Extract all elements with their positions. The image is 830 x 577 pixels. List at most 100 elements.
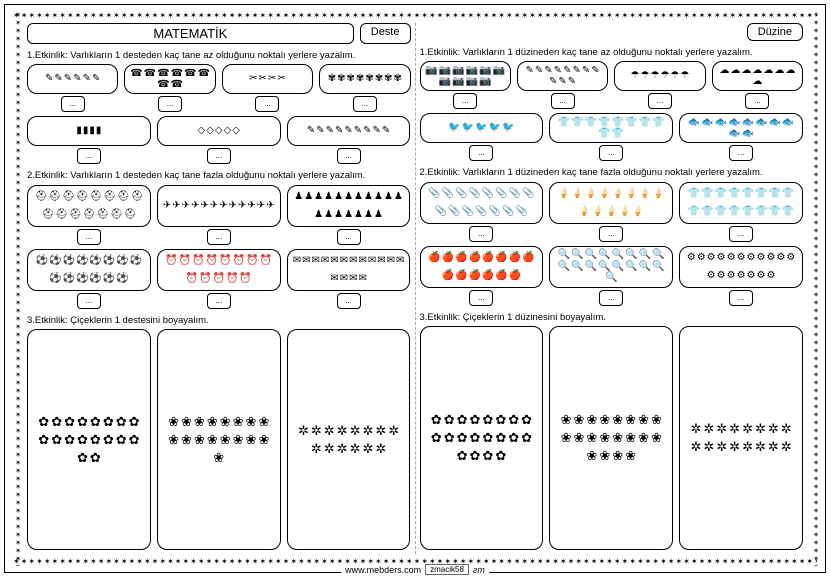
object-box: ☁☁☁☁☁☁☁☁ [712, 61, 803, 91]
answer-box[interactable]: ... [77, 293, 101, 309]
object-icon: 📷 [479, 66, 491, 76]
item-group: ☂☂☂☂☂☂... [614, 61, 705, 109]
answer-box[interactable]: ... [207, 293, 231, 309]
answer-box[interactable]: ... [207, 229, 231, 245]
flower-icon: ❀ [258, 432, 269, 448]
star-border-right: ✶✶✶✶✶✶✶✶✶✶✶✶✶✶✶✶✶✶✶✶✶✶✶✶✶✶✶✶✶✶✶✶✶✶✶✶✶✶✶✶… [809, 11, 819, 566]
answer-box[interactable]: ... [729, 226, 753, 242]
object-box: 👕👕👕👕👕👕👕👕👕👕 [549, 113, 673, 143]
answer-box[interactable]: ... [61, 96, 85, 112]
answer-box[interactable]: ... [599, 145, 623, 161]
object-icon: ♟ [364, 210, 373, 220]
object-icon: 🔍 [571, 250, 583, 260]
object-icon: 📷 [452, 66, 464, 76]
answer-box[interactable]: ... [337, 293, 361, 309]
object-icon: ♟ [354, 192, 363, 202]
object-icon: ✈ [229, 201, 237, 211]
answer-box[interactable]: ... [337, 229, 361, 245]
object-icon: ♟ [324, 210, 333, 220]
object-icon: ⚙ [687, 253, 696, 263]
item-group: 🔍🔍🔍🔍🔍🔍🔍🔍🔍🔍🔍🔍🔍🔍🔍🔍🔍... [549, 246, 673, 306]
act3-row: ✿✿✿✿✿✿✿✿✿✿✿✿✿✿✿✿✿✿❀❀❀❀❀❀❀❀❀❀❀❀❀❀❀❀❀✲✲✲✲✲… [27, 329, 411, 550]
flower-box[interactable]: ✿✿✿✿✿✿✿✿✿✿✿✿✿✿✿✿✿✿✿✿ [420, 326, 544, 550]
answer-box[interactable]: ... [337, 148, 361, 164]
flower-box[interactable]: ✿✿✿✿✿✿✿✿✿✿✿✿✿✿✿✿✿✿ [27, 329, 151, 550]
object-icon: 🐟 [728, 129, 740, 139]
footer-url: www.mebders.com [345, 565, 421, 575]
footer: www.mebders.com zmacik58 ƨm [341, 564, 489, 575]
flower-icon: ✿ [470, 412, 481, 428]
item-group: ♟♟♟♟♟♟♟♟♟♟♟♟♟♟♟♟♟♟... [287, 185, 411, 245]
answer-box[interactable]: ... [729, 145, 753, 161]
object-box: ✎✎✎✎✎✎✎✎✎ [287, 116, 411, 146]
flower-icon: ✲ [350, 423, 361, 439]
object-icon: ✾ [337, 74, 345, 84]
answer-box[interactable]: ... [353, 96, 377, 112]
item-group: 👕👕👕👕👕👕👕👕👕👕👕👕👕👕👕👕... [679, 182, 803, 242]
object-icon: ☎ [184, 69, 196, 79]
flower-icon: ✿ [103, 432, 114, 448]
flower-icon: ❀ [194, 432, 205, 448]
answer-box[interactable]: ... [158, 96, 182, 112]
flower-icon: ✲ [742, 421, 753, 437]
flower-icon: ✿ [90, 414, 101, 430]
activity1-instruction-r: 1.Etkinlik: Varlıkların 1 düzineden kaç … [420, 47, 804, 58]
answer-box[interactable]: ... [599, 226, 623, 242]
item-group: ✎✎✎✎✎✎... [27, 64, 118, 112]
flower-icon: ✲ [362, 423, 373, 439]
flower-icon: ✲ [324, 441, 335, 457]
act2-row2: ⚽⚽⚽⚽⚽⚽⚽⚽⚽⚽⚽⚽⚽⚽...⏰⏰⏰⏰⏰⏰⏰⏰⏰⏰⏰⏰⏰...✉✉✉✉✉✉✉… [27, 249, 411, 309]
answer-box[interactable]: ... [648, 93, 672, 109]
answer-box[interactable]: ... [469, 226, 493, 242]
object-icon: 🐟 [701, 118, 713, 128]
worksheet-border: ✶✶✶✶✶✶✶✶✶✶✶✶✶✶✶✶✶✶✶✶✶✶✶✶✶✶✶✶✶✶✶✶✶✶✶✶✶✶✶✶… [4, 4, 826, 573]
answer-box[interactable]: ... [207, 148, 231, 164]
answer-box[interactable]: ... [551, 93, 575, 109]
object-icon: 📎 [495, 189, 507, 199]
item-group: ✂✂✂✂... [222, 64, 313, 112]
flower-icon: ✲ [337, 441, 348, 457]
answer-box[interactable]: ... [469, 290, 493, 306]
object-box: 🐟🐟🐟🐟🐟🐟🐟🐟🐟🐟 [679, 113, 803, 143]
object-icon: 🔍 [558, 250, 570, 260]
object-icon: 👕 [558, 118, 570, 128]
object-box: 📎📎📎📎📎📎📎📎📎📎📎📎📎📎📎 [420, 182, 544, 224]
object-box: ⛑⛑⛑⛑⛑⛑⛑⛑⛑⛑⛑⛑⛑⛑⛑ [27, 185, 151, 227]
object-icon: ☎ [171, 69, 183, 79]
object-icon: ✈ [219, 201, 227, 211]
object-icon: ☂ [650, 71, 659, 81]
answer-box[interactable]: ... [77, 229, 101, 245]
flower-icon: ✿ [90, 432, 101, 448]
flower-icon: ✲ [388, 423, 399, 439]
flower-icon: ❀ [625, 448, 636, 464]
answer-box[interactable]: ... [469, 145, 493, 161]
object-icon: ✎ [558, 77, 566, 87]
act1-row2: ▮▮▮▮...◇◇◇◇◇...✎✎✎✎✎✎✎✎✎... [27, 116, 411, 164]
flower-box[interactable]: ❀❀❀❀❀❀❀❀❀❀❀❀❀❀❀❀❀ [157, 329, 281, 550]
object-icon: ⚽ [63, 256, 75, 266]
object-icon: 👕 [728, 207, 740, 217]
object-icon: ◇ [224, 126, 232, 136]
object-icon: 🔍 [652, 262, 664, 272]
answer-box[interactable]: ... [599, 290, 623, 306]
object-icon: ✎ [526, 66, 534, 76]
answer-box[interactable]: ... [255, 96, 279, 112]
flower-box[interactable]: ✲✲✲✲✲✲✲✲✲✲✲✲✲✲✲✲ [679, 326, 803, 550]
flower-icon: ❀ [258, 414, 269, 430]
object-icon: 🍎 [442, 253, 454, 263]
answer-box[interactable]: ... [77, 148, 101, 164]
object-icon: 🔍 [652, 250, 664, 260]
answer-box[interactable]: ... [729, 290, 753, 306]
object-icon: ♟ [374, 210, 383, 220]
flower-box[interactable]: ❀❀❀❀❀❀❀❀❀❀❀❀❀❀❀❀❀❀❀❀ [549, 326, 673, 550]
flower-box[interactable]: ✲✲✲✲✲✲✲✲✲✲✲✲✲✲ [287, 329, 411, 550]
answer-box[interactable]: ... [745, 93, 769, 109]
flower-icon: ❀ [586, 430, 597, 446]
object-box: ☂☂☂☂☂☂ [614, 61, 705, 91]
activity1-instruction: 1.Etkinlik: Varlıkların 1 desteden kaç t… [27, 50, 411, 61]
item-group: 🐦🐦🐦🐦🐦... [420, 113, 544, 161]
flower-icon: ❀ [168, 432, 179, 448]
object-icon: 🍎 [495, 253, 507, 263]
object-icon: 📎 [482, 189, 494, 199]
answer-box[interactable]: ... [453, 93, 477, 109]
